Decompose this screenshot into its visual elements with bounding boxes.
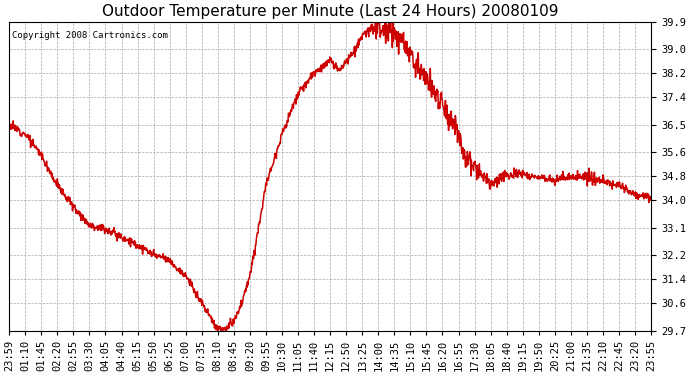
Text: Copyright 2008 Cartronics.com: Copyright 2008 Cartronics.com [12, 31, 168, 40]
Title: Outdoor Temperature per Minute (Last 24 Hours) 20080109: Outdoor Temperature per Minute (Last 24 … [102, 4, 558, 19]
